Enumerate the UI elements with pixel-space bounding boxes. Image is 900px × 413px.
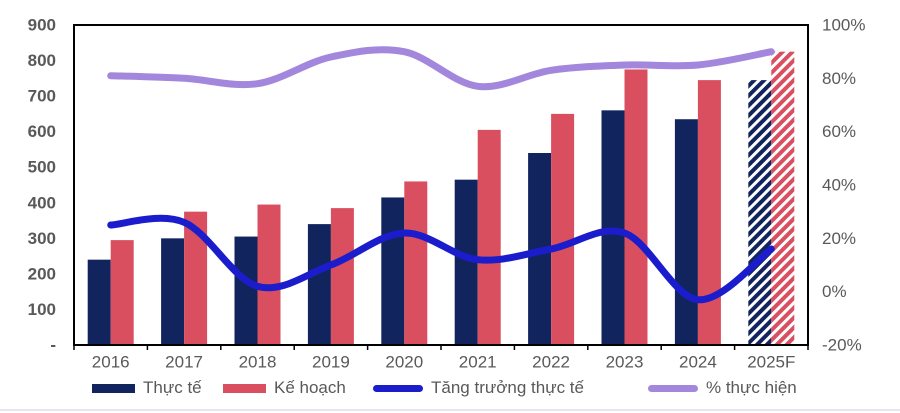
left-axis-tick-100: 100 bbox=[28, 300, 56, 319]
legend-swatch-tang-truong bbox=[373, 384, 423, 392]
left-axis-tick-700: 700 bbox=[28, 87, 56, 106]
axes-group: 900 800 700 600 500 400 300 200 100 - 100% 80% 60% 40… bbox=[28, 15, 866, 371]
right-axis-tick-60%: 60% bbox=[822, 122, 856, 141]
bar-ke-hoach-2024 bbox=[697, 80, 721, 345]
bar-thuc-te-2021 bbox=[454, 179, 478, 345]
x-axis-label-2020: 2020 bbox=[385, 352, 423, 371]
x-axis-label-2022: 2022 bbox=[532, 352, 570, 371]
bar-ke-hoach-2021 bbox=[477, 129, 501, 345]
bar-thuc-te-2019 bbox=[307, 224, 331, 345]
left-axis-tick-600: 600 bbox=[28, 122, 56, 141]
right-axis-tick-0%: 0% bbox=[822, 282, 847, 301]
bar-ke-hoach-2023 bbox=[624, 69, 648, 345]
right-axis-tick-100%: 100% bbox=[822, 15, 865, 34]
x-axis-label-2019: 2019 bbox=[312, 352, 350, 371]
line-tang-truong-thuc-te bbox=[107, 214, 775, 304]
legend-item-tang-truong: Tăng trưởng thực tế bbox=[373, 376, 584, 400]
x-axis-label-2023: 2023 bbox=[606, 352, 644, 371]
legend-item-ke-hoach: Kế hoạch bbox=[223, 376, 346, 400]
bar-ke-hoach-2016 bbox=[110, 240, 134, 345]
bar-thuc-te-2017 bbox=[161, 238, 185, 345]
left-axis-tick--: - bbox=[50, 335, 56, 354]
right-axis-tick-80%: 80% bbox=[822, 69, 856, 88]
bar-thuc-te-2016 bbox=[87, 259, 111, 345]
x-axis-label-2025F: 2025F bbox=[747, 352, 795, 371]
left-axis-tick-800: 800 bbox=[28, 51, 56, 70]
legend-label-tang-truong: Tăng trưởng thực tế bbox=[431, 378, 584, 397]
bar-thuc-te-2024 bbox=[674, 119, 698, 345]
x-axis-label-2018: 2018 bbox=[239, 352, 277, 371]
x-axis-label-2021: 2021 bbox=[459, 352, 497, 371]
right-axis-tick--20%: -20% bbox=[822, 335, 862, 354]
bar-ke-hoach-2018 bbox=[257, 204, 281, 345]
bars-group bbox=[87, 51, 795, 346]
left-axis-tick-400: 400 bbox=[28, 193, 56, 212]
bottom-divider bbox=[0, 409, 900, 411]
legend-item-thuc-te: Thực tế bbox=[92, 376, 202, 400]
legend-label-phan-tram: % thực hiện bbox=[706, 378, 797, 397]
right-axis-tick-20%: 20% bbox=[822, 229, 856, 248]
legend-item-phan-tram: % thực hiện bbox=[648, 376, 797, 400]
bar-ke-hoach-2022 bbox=[551, 113, 575, 345]
bar-thuc-te-2018 bbox=[234, 236, 258, 345]
legend-swatch-ke-hoach bbox=[223, 383, 266, 393]
bar-thuc-te-2020 bbox=[381, 197, 405, 345]
legend-label-ke-hoach: Kế hoạch bbox=[274, 378, 346, 397]
legend-swatch-thuc-te bbox=[92, 383, 135, 393]
bar-ke-hoach-2020 bbox=[404, 181, 428, 345]
left-axis-tick-900: 900 bbox=[28, 15, 56, 34]
left-axis-tick-500: 500 bbox=[28, 158, 56, 177]
bar-ke-hoach-2019 bbox=[330, 208, 354, 345]
right-axis-tick-40%: 40% bbox=[822, 175, 856, 194]
line-phan-tram-thuc-hien bbox=[107, 46, 775, 91]
legend-label-thuc-te: Thực tế bbox=[143, 378, 202, 397]
legend-swatch-phan-tram bbox=[648, 384, 698, 392]
bar-thuc-te-2025F bbox=[748, 80, 772, 345]
lines-group bbox=[107, 46, 775, 304]
left-axis-tick-300: 300 bbox=[28, 229, 56, 248]
bar-ke-hoach-2025F bbox=[771, 51, 795, 346]
x-axis-label-2024: 2024 bbox=[679, 352, 717, 371]
left-axis-tick-200: 200 bbox=[28, 264, 56, 283]
x-axis-label-2017: 2017 bbox=[165, 352, 203, 371]
x-axis-label-2016: 2016 bbox=[92, 352, 130, 371]
bar-ke-hoach-2017 bbox=[184, 211, 208, 345]
chart-legend: Thực tế Kế hoạch Tăng trưởng thực tế % t… bbox=[0, 376, 900, 402]
